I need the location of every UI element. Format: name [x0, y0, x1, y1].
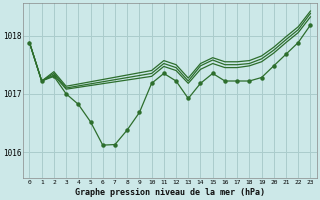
- X-axis label: Graphe pression niveau de la mer (hPa): Graphe pression niveau de la mer (hPa): [75, 188, 265, 197]
